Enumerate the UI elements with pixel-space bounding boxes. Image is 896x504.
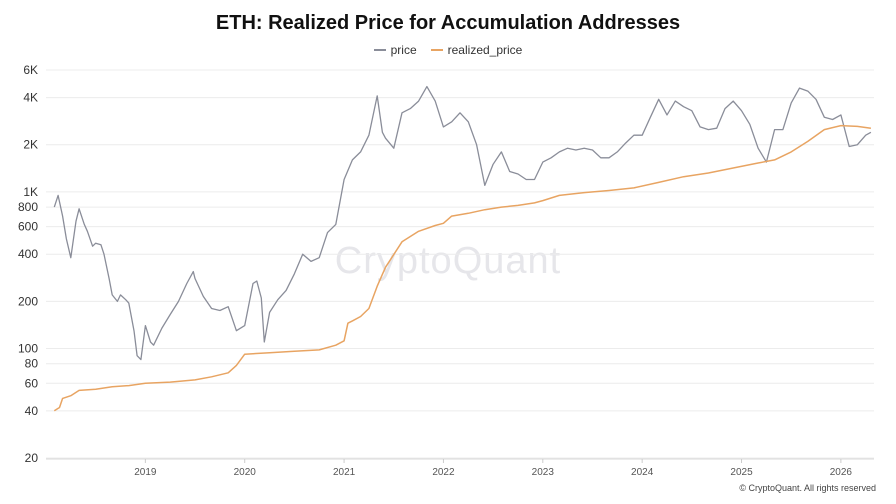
x-tick-label: 2022 — [432, 467, 455, 478]
legend-item-price[interactable]: price — [373, 43, 417, 57]
y-tick-label: 20 — [25, 451, 39, 465]
chart-title: ETH: Realized Price for Accumulation Add… — [215, 12, 681, 34]
y-tick-label: 400 — [18, 247, 38, 261]
y-tick-label: 40 — [25, 404, 39, 418]
copyright-text: © CryptoQuant. All rights reserved — [739, 483, 876, 493]
x-tick-label: 2025 — [730, 467, 753, 478]
x-tick-label: 2021 — [333, 467, 356, 478]
y-tick-label: 4K — [23, 91, 38, 105]
y-tick-label: 60 — [25, 376, 39, 390]
watermark: CryptoQuant — [334, 240, 562, 282]
legend-swatch-price — [373, 49, 386, 51]
legend-label-realized-price: realized_price — [447, 43, 523, 57]
x-tick-label: 2020 — [234, 467, 257, 478]
y-tick-label: 1K — [23, 185, 38, 199]
y-tick-label: 200 — [18, 294, 38, 308]
y-tick-label: 100 — [18, 342, 38, 356]
x-tick-label: 2026 — [830, 467, 853, 478]
y-tick-label: 2K — [23, 138, 38, 152]
y-gridlines — [46, 69, 874, 459]
y-tick-label: 80 — [25, 357, 39, 371]
series-line-price — [53, 85, 872, 361]
x-tick-label: 2023 — [532, 467, 555, 478]
series-line-realized-price — [53, 124, 871, 412]
x-tick-label: 2024 — [631, 467, 654, 478]
x-tick-label: 2019 — [134, 467, 157, 478]
y-tick-label: 6K — [23, 63, 38, 77]
chart-legend: price realized_price — [0, 43, 896, 57]
y-tick-label: 800 — [18, 200, 38, 214]
legend-swatch-realized-price — [430, 49, 443, 51]
y-tick-label: 600 — [18, 220, 38, 234]
legend-label-price: price — [390, 43, 417, 57]
legend-item-realized-price[interactable]: realized_price — [430, 43, 523, 57]
